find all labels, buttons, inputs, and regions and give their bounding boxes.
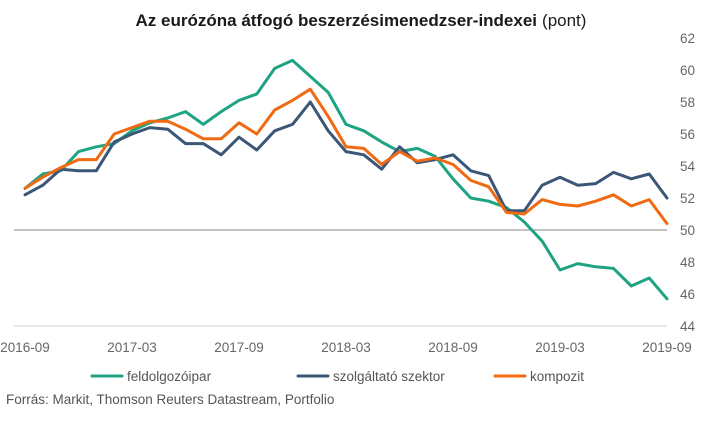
x-tick-label: 2017-03 [107,340,157,355]
y-tick-label: 48 [680,255,695,270]
legend-label: kompozit [530,369,584,384]
series-line [23,58,669,301]
chart-title: Az eurózóna átfogó beszerzésimenedzser-i… [136,11,587,30]
y-tick-label: 54 [680,159,696,174]
series-line [23,87,669,226]
chart-title-unit: (pont) [542,11,586,30]
y-tick-label: 56 [680,127,695,142]
y-tick-label: 62 [680,31,695,46]
y-tick-label: 52 [680,191,695,206]
y-tick-label: 58 [680,95,695,110]
x-axis: 2016-09 2017-03 2017-09 2018-03 2018-09 2019-… [0,325,692,355]
y-tick-label: 60 [680,63,695,78]
y-axis: 44 46 48 50 52 54 56 58 60 62 [680,31,696,334]
chart-title-main: Az eurózóna átfogó beszerzésimenedzser-i… [136,11,538,30]
x-tick-label: 2018-09 [428,340,478,355]
x-tick-label: 2019-09 [642,340,692,355]
legend-label: feldolgozóipar [127,369,212,384]
legend-label: szolgáltató szektor [333,369,445,384]
series-layer [23,58,669,301]
x-tick-label: 2018-03 [321,340,371,355]
series-line [23,100,669,213]
source-note: Forrás: Markit, Thomson Reuters Datastre… [6,392,334,407]
x-tick-label: 2016-09 [0,340,50,355]
y-tick-label: 46 [680,287,695,302]
x-tick-label: 2019-03 [535,340,585,355]
y-tick-label: 44 [680,319,696,334]
x-tick-label: 2017-09 [214,340,264,355]
y-tick-label: 50 [680,223,695,238]
legend: feldolgozóipar szolgáltató szektor kompozi… [90,369,584,384]
